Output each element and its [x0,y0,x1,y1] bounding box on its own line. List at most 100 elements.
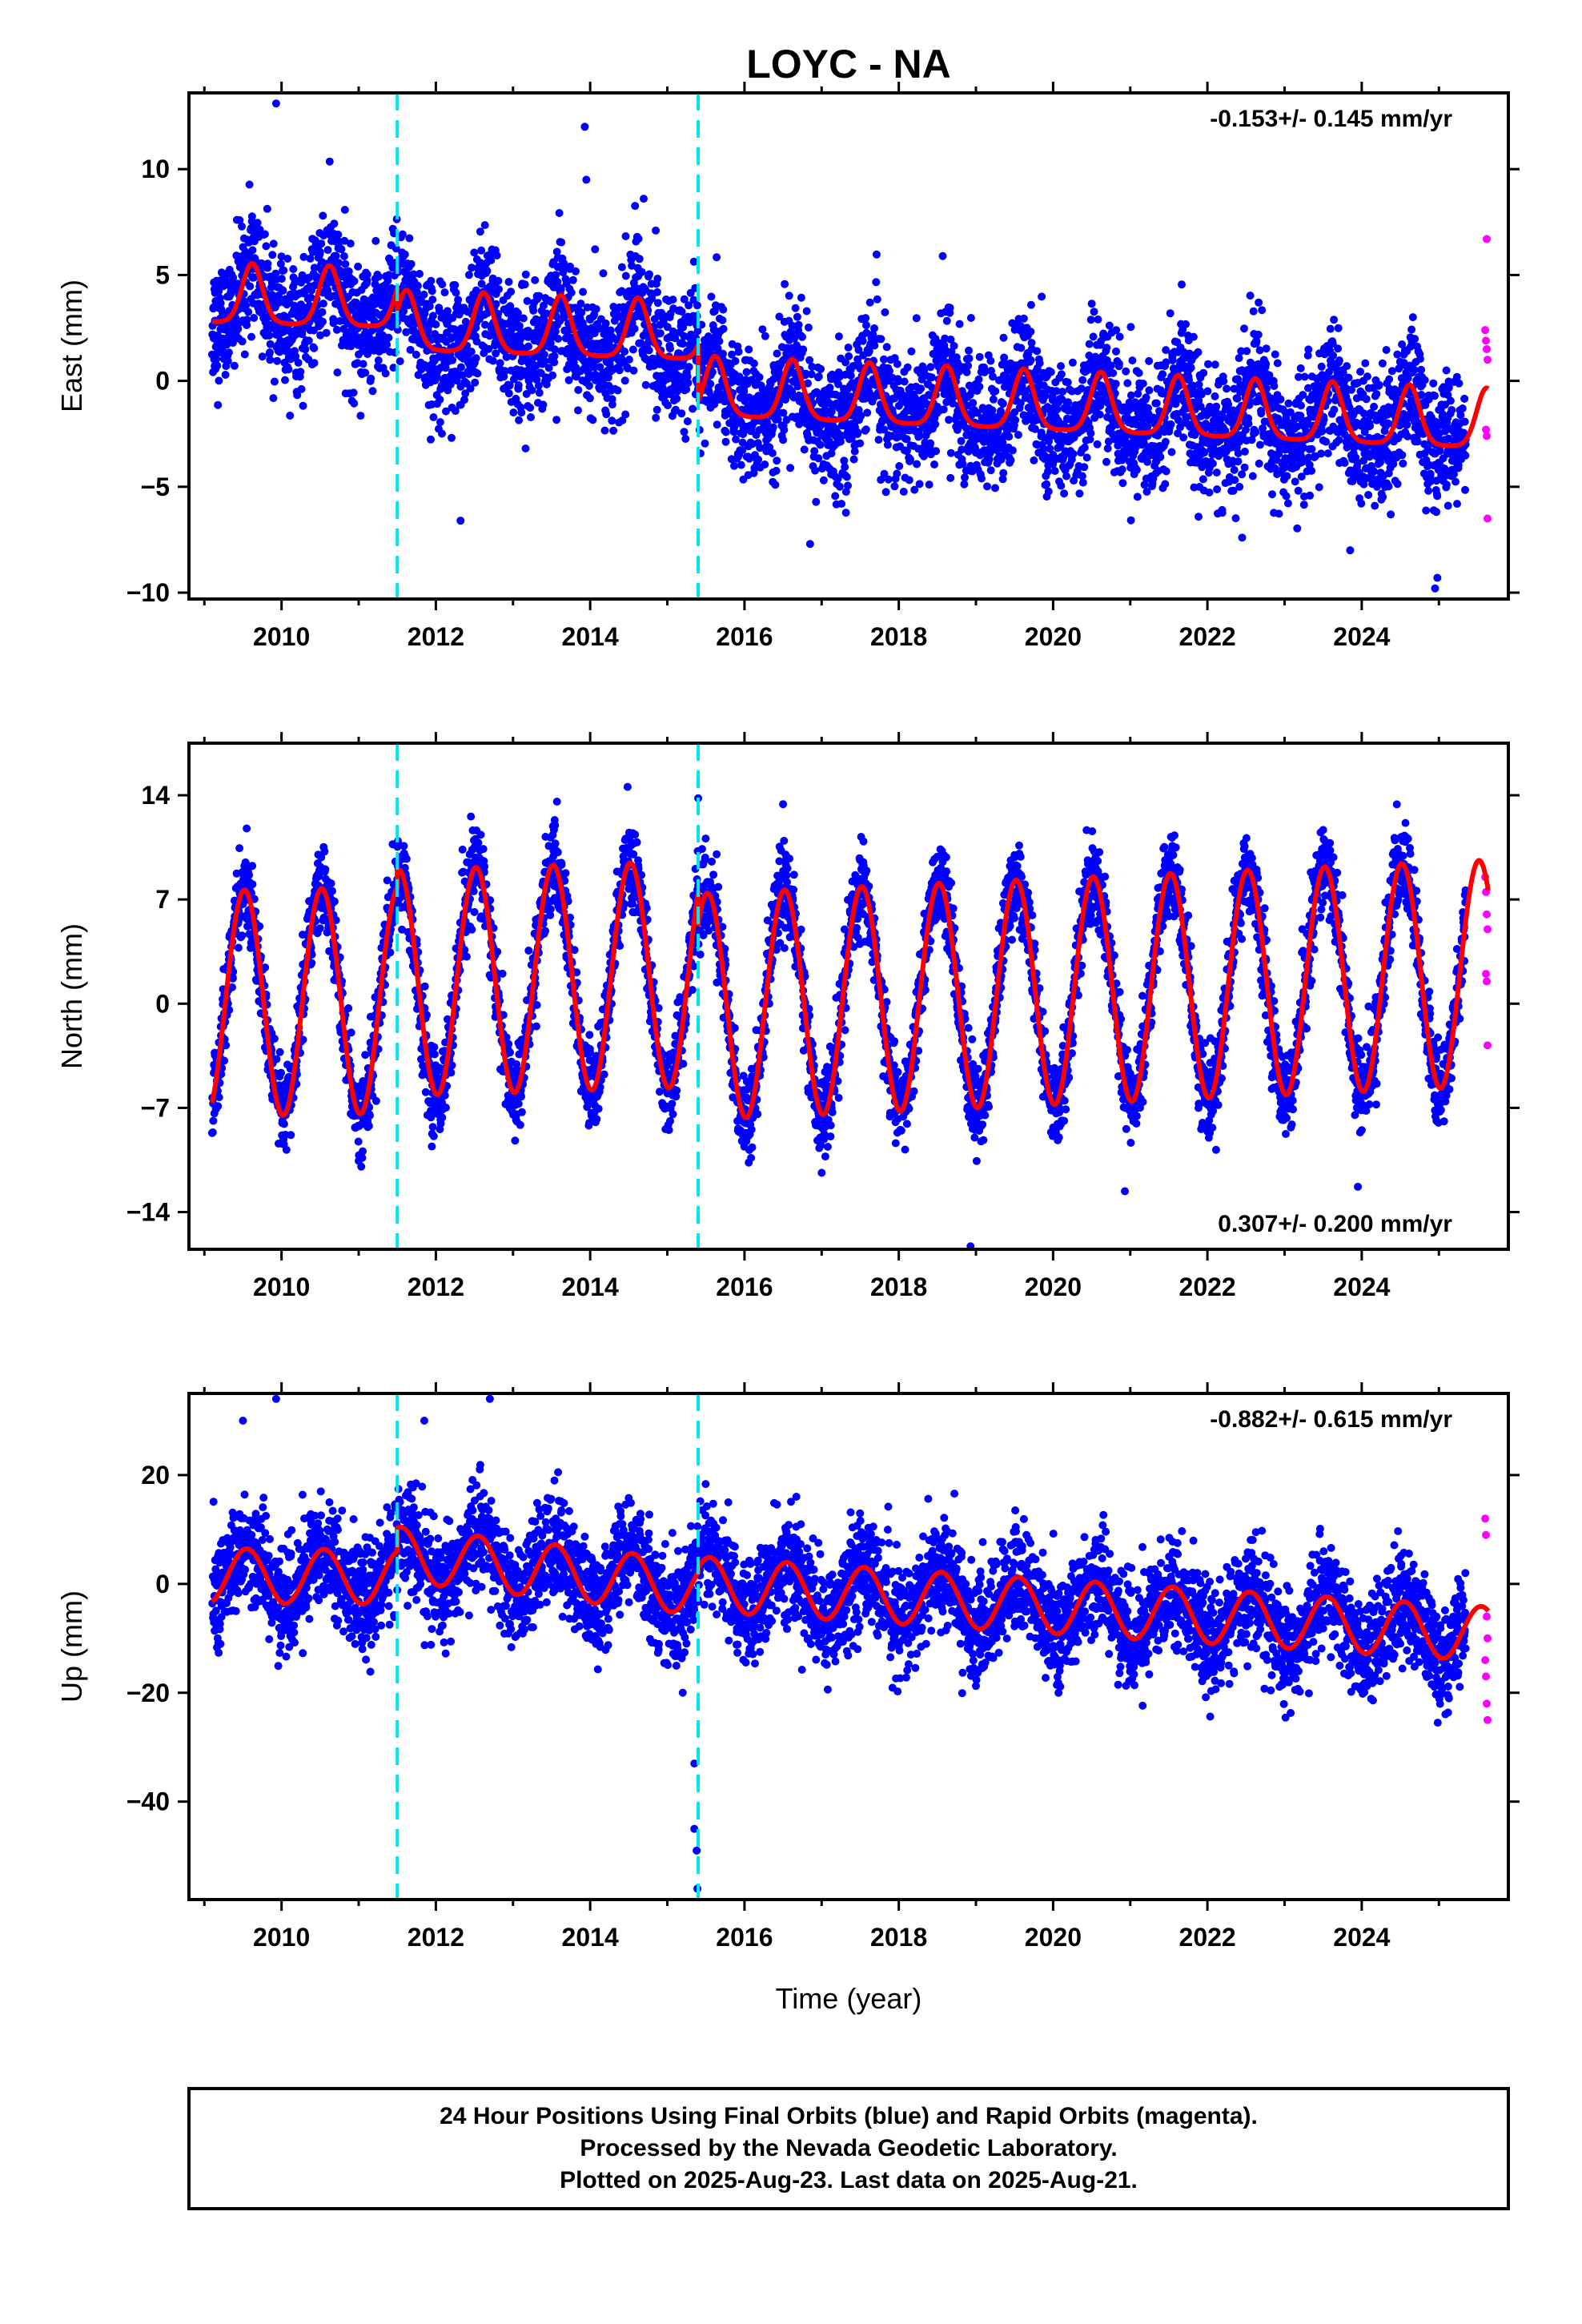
data-point [841,509,850,517]
data-point [1062,472,1070,480]
data-point [861,314,870,323]
data-point [591,245,600,254]
data-point [732,435,741,444]
data-point [772,466,781,475]
data-point [606,326,615,335]
data-point [1118,479,1127,488]
data-point [618,416,627,424]
data-point [592,304,600,313]
data-point [845,352,853,360]
data-point [1399,459,1407,468]
data-point [1296,364,1305,372]
data-point [273,356,282,365]
data-point [1420,376,1429,384]
data-point [730,461,738,470]
data-point [299,303,307,312]
data-point [1398,451,1407,460]
data-point [1271,350,1279,359]
data-point [1026,328,1035,336]
data-point [771,480,780,489]
data-point [1315,483,1323,492]
data-point [344,267,353,275]
data-point [531,275,540,284]
data-point [1138,380,1147,388]
data-point [281,376,289,384]
data-point [710,400,719,408]
data-point [1219,377,1228,385]
data-point [277,252,286,261]
data-point [903,363,912,372]
data-point [1058,395,1066,404]
data-point [1128,356,1137,365]
data-point [877,476,885,485]
data-point [438,280,447,289]
data-point [515,416,524,424]
data-point [870,324,878,332]
data-point [268,251,277,259]
data-point [441,364,450,372]
data-point [535,292,544,300]
data-point [276,259,285,268]
data-point [1102,344,1111,352]
data-point [693,301,701,310]
chart-title: LOYC - NA [746,42,951,86]
data-point [799,345,808,354]
data-point [854,345,863,354]
data-point [425,302,434,311]
data-point [683,417,692,426]
data-point [1403,420,1411,429]
data-point [407,259,416,268]
data-point [819,476,828,485]
data-point [636,339,645,348]
data-point [432,372,441,381]
data-point [1030,456,1038,464]
data-point [1267,394,1275,403]
data-point [989,395,998,404]
data-point [849,455,858,464]
data-point [543,309,552,318]
data-point [242,301,250,310]
data-point [492,251,501,259]
data-point [841,358,850,367]
data-point [997,407,1005,416]
data-point [213,361,222,370]
data-point [502,352,511,361]
data-point [793,312,801,321]
data-point [333,368,342,377]
data-point [323,246,332,255]
data-point [1369,468,1378,476]
data-point [1143,422,1152,431]
data-point [550,345,559,354]
data-point [652,405,661,414]
data-point [1080,463,1089,472]
data-point [1335,436,1343,444]
data-point [1293,524,1302,533]
data-point [1378,359,1387,368]
data-point [713,344,722,353]
data-point [240,350,249,359]
data-point [1033,347,1042,356]
data-point [808,363,817,371]
data-point [245,180,254,189]
data-point [1213,485,1222,493]
data-point [1263,384,1271,393]
data-point [266,340,275,348]
data-point [693,327,702,336]
data-point [374,356,383,364]
data-point [339,324,348,333]
data-point [685,363,693,372]
data-point [1078,478,1087,487]
data-point [1248,472,1257,480]
data-point [216,299,225,308]
data-point [1168,356,1177,364]
data-point [1050,467,1059,476]
data-point [1115,332,1124,341]
data-point [615,366,624,375]
data-point [400,250,409,259]
data-point [1105,321,1114,330]
data-point [552,271,560,279]
data-point [1407,396,1415,405]
data-point [861,425,870,434]
data-point [624,356,633,364]
